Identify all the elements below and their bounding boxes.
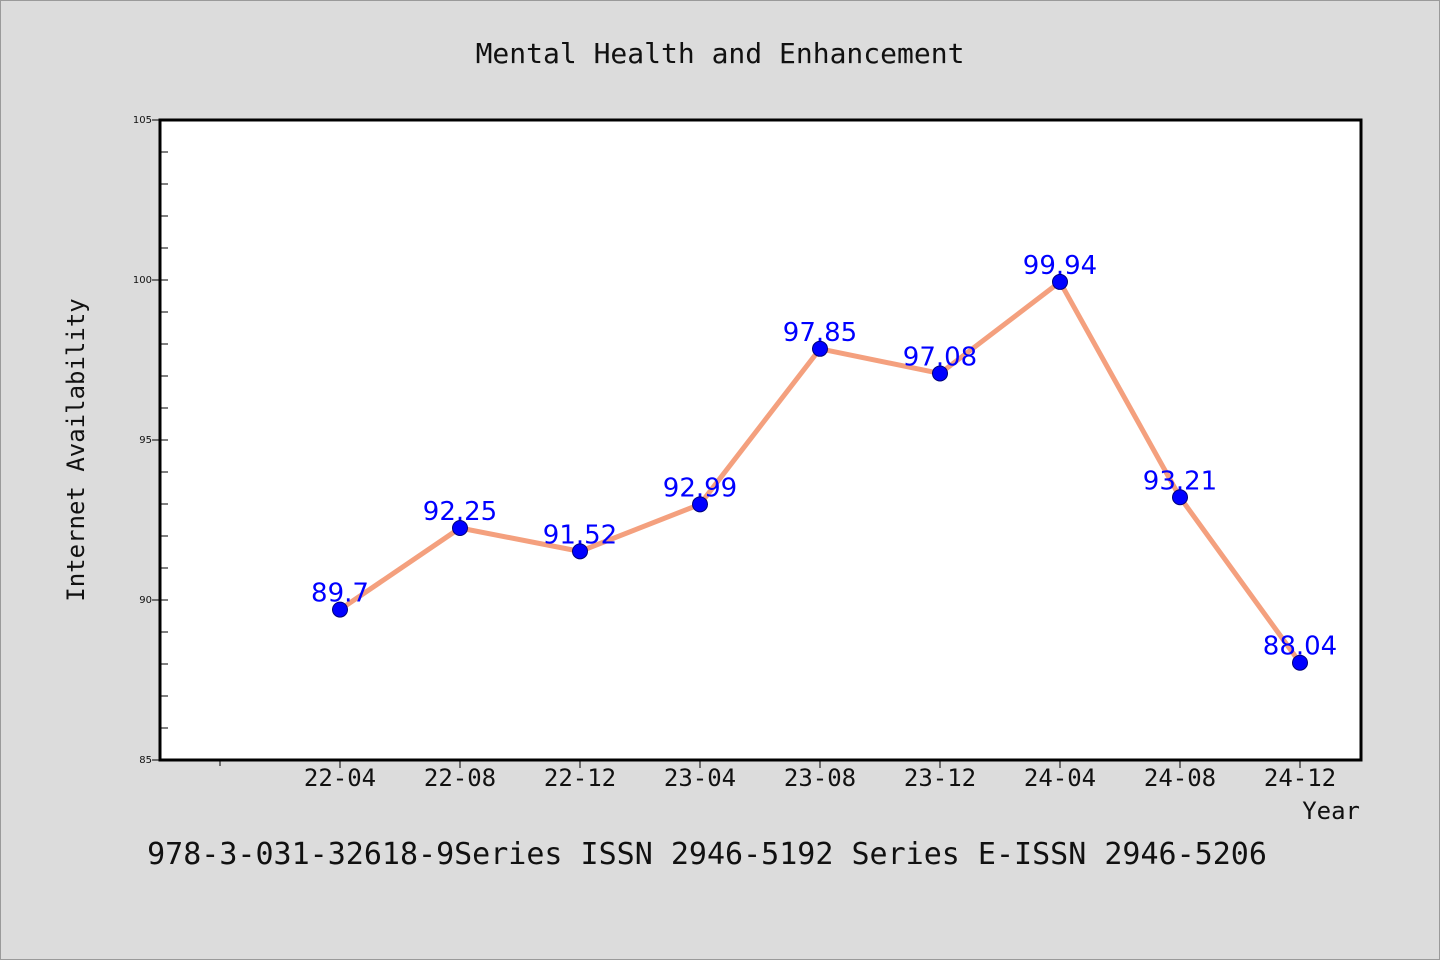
x-tick-label: 22-08 [424,764,496,792]
plot-area [158,118,1363,762]
x-tick-label: 22-04 [304,764,376,792]
data-label: 99.94 [1023,251,1097,281]
x-tick-label: 23-04 [664,764,736,792]
data-label: 97.85 [783,318,857,348]
data-point [692,496,708,513]
y-axis: 85 90 95 100 105 [133,115,168,766]
x-axis-label: Year [1302,797,1360,825]
y-tick-label: 105 [133,115,152,126]
y-tick-label: 90 [139,595,152,606]
data-label: 92.25 [423,497,497,527]
y-tick-label: 95 [139,435,152,446]
x-tick-label: 22-12 [544,764,616,792]
x-tick-label: 23-12 [904,764,976,792]
x-axis: 22-04 22-08 22-12 23-04 23-08 23-12 24-04 24-08… [219,760,1336,792]
data-label: 93.21 [1143,466,1217,496]
data-label: 88.04 [1263,632,1337,662]
x-tick-label: 24-12 [1264,764,1336,792]
data-label: 97.08 [903,342,977,372]
data-point [1052,273,1068,290]
data-labels: 89.7 92.25 91.52 92.99 97.85 97.08 99.94 93.21 8… [311,251,1337,662]
data-point [452,520,468,536]
y-tick-label: 85 [139,755,152,766]
isbn-issn-footer: 978-3-031-32618-9Series ISSN 2946-5192 S… [147,837,1267,872]
data-point [332,601,348,618]
data-label: 89.7 [311,579,369,609]
data-label: 91.52 [543,520,617,550]
x-tick-label: 23-08 [784,764,856,792]
x-tick-label: 24-08 [1144,764,1216,792]
data-point [572,543,588,560]
data-point [1292,654,1308,671]
chart-title: Mental Health and Enhancement [476,37,965,70]
data-point [812,340,828,357]
data-label: 92.99 [663,473,737,503]
data-point [932,365,948,382]
x-tick-label: 24-04 [1024,764,1096,792]
y-tick-label: 100 [133,275,152,286]
series-markers [332,273,1308,671]
data-point [1172,489,1188,506]
y-axis-label: Internet Availability [62,298,90,601]
